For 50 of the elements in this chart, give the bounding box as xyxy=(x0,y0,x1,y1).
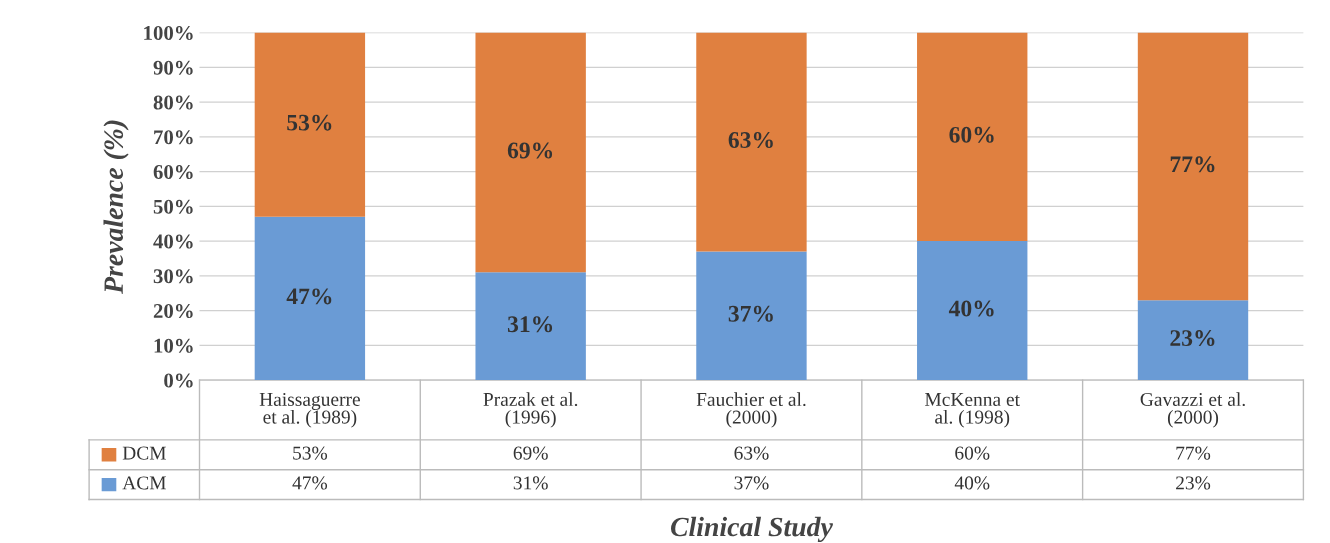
data-label: 69% xyxy=(513,446,548,460)
text: 53% xyxy=(287,114,332,131)
bar xyxy=(917,241,1028,381)
x-tick-label: Gavazzi et al. (2000) xyxy=(1140,392,1245,428)
text: 60% xyxy=(949,126,994,143)
y-tick-label: 90% xyxy=(153,60,193,75)
data-label: 60% xyxy=(955,446,990,460)
y-tick-label: 50% xyxy=(153,199,193,214)
data-label: 23% xyxy=(1176,476,1211,490)
text: 47% xyxy=(286,288,332,305)
y-tick-label: 60% xyxy=(153,164,193,180)
data-label: 77% xyxy=(1176,446,1211,460)
y-tick-label: 100% xyxy=(144,25,193,41)
x-axis-title: Clinical Study xyxy=(670,516,833,543)
text: 37% xyxy=(728,305,773,322)
y-tick-label: 0% xyxy=(164,373,193,388)
y-tick-label: 80% xyxy=(153,95,193,110)
bar xyxy=(917,32,1028,242)
data-label: 31% xyxy=(513,476,548,490)
y-tick-label: 20% xyxy=(153,303,193,319)
text: 40% xyxy=(948,300,994,317)
bar xyxy=(475,272,586,381)
x-tick-label: Fauchier et al. (2000) xyxy=(696,392,806,428)
x-tick-label: Haissaguerre et al. (1989) xyxy=(259,392,360,428)
legend-label: DCM xyxy=(122,446,166,460)
x-tick-label: Prazak et al. (1996) xyxy=(483,392,578,428)
bar xyxy=(254,32,366,217)
bar xyxy=(1137,300,1249,381)
text: 23% xyxy=(1170,330,1215,347)
y-tick-label: 30% xyxy=(153,269,193,284)
x-tick-label: McKenna et al. (1998) xyxy=(925,393,1020,428)
bar xyxy=(696,251,807,381)
text: 31% xyxy=(507,316,553,333)
data-label: 63% xyxy=(734,446,769,460)
bar xyxy=(475,32,586,273)
text: 77% xyxy=(1170,156,1215,173)
text: 63% xyxy=(728,132,773,149)
text: 69% xyxy=(507,142,553,159)
y-tick-label: 10% xyxy=(154,338,193,353)
data-label: 47% xyxy=(292,476,328,490)
bar xyxy=(696,32,807,252)
y-tick-label: 70% xyxy=(154,130,193,145)
bar xyxy=(254,216,366,381)
data-label: 37% xyxy=(734,476,769,490)
data-label: 53% xyxy=(293,446,328,460)
bar xyxy=(1137,32,1249,301)
legend-label: ACM xyxy=(122,476,166,490)
y-tick-label: 40% xyxy=(153,234,193,249)
y-axis-title: Prevalence (%) xyxy=(103,120,129,294)
data-label: 40% xyxy=(954,476,990,490)
